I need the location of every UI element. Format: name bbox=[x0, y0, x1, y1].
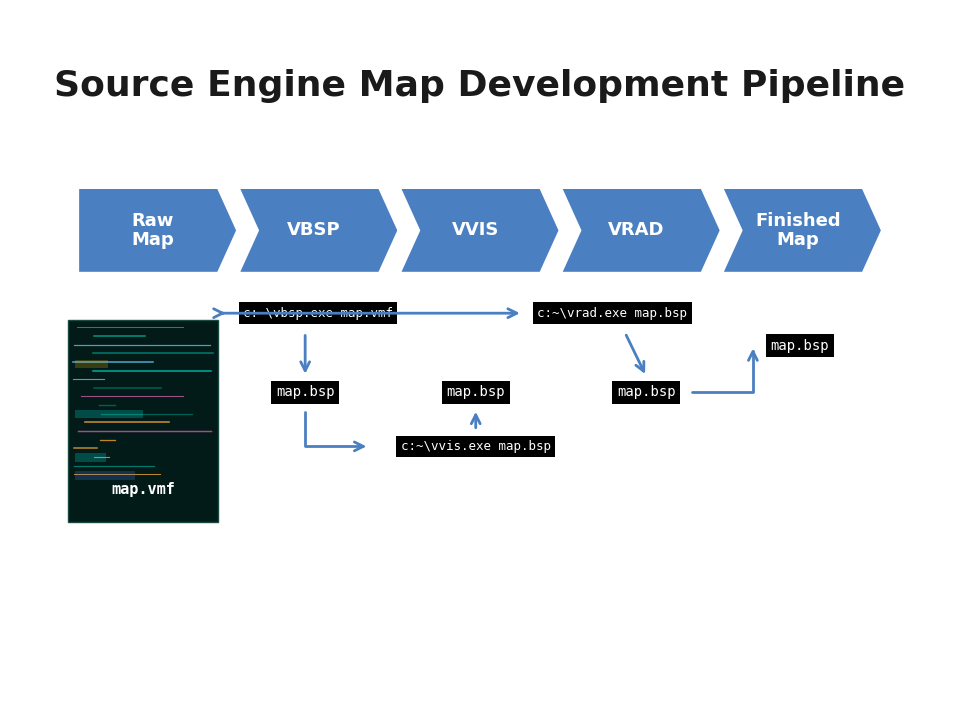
Polygon shape bbox=[79, 189, 236, 271]
Text: c:~\vbsp.exe map.vmf: c:~\vbsp.exe map.vmf bbox=[243, 307, 393, 320]
Text: Source Engine Map Development Pipeline: Source Engine Map Development Pipeline bbox=[55, 69, 905, 104]
Text: Raw
Map: Raw Map bbox=[132, 212, 175, 249]
FancyBboxPatch shape bbox=[75, 360, 108, 369]
Text: Finished
Map: Finished Map bbox=[755, 212, 841, 249]
Polygon shape bbox=[240, 189, 397, 271]
FancyBboxPatch shape bbox=[75, 453, 107, 462]
Text: c:~\vvis.exe map.bsp: c:~\vvis.exe map.bsp bbox=[400, 440, 551, 453]
Polygon shape bbox=[724, 189, 881, 271]
Polygon shape bbox=[563, 189, 720, 271]
FancyBboxPatch shape bbox=[68, 320, 218, 522]
Text: c:~\vrad.exe map.bsp: c:~\vrad.exe map.bsp bbox=[538, 307, 687, 320]
Polygon shape bbox=[401, 189, 559, 271]
Text: map.bsp: map.bsp bbox=[771, 338, 829, 353]
Text: VBSP: VBSP bbox=[287, 222, 341, 239]
Text: map.bsp: map.bsp bbox=[276, 385, 334, 400]
Text: map.bsp: map.bsp bbox=[446, 385, 505, 400]
Text: VRAD: VRAD bbox=[609, 222, 664, 239]
FancyBboxPatch shape bbox=[75, 472, 135, 480]
FancyBboxPatch shape bbox=[75, 410, 143, 418]
Text: map.vmf: map.vmf bbox=[111, 482, 175, 497]
Text: VVIS: VVIS bbox=[451, 222, 499, 239]
Text: map.bsp: map.bsp bbox=[617, 385, 676, 400]
